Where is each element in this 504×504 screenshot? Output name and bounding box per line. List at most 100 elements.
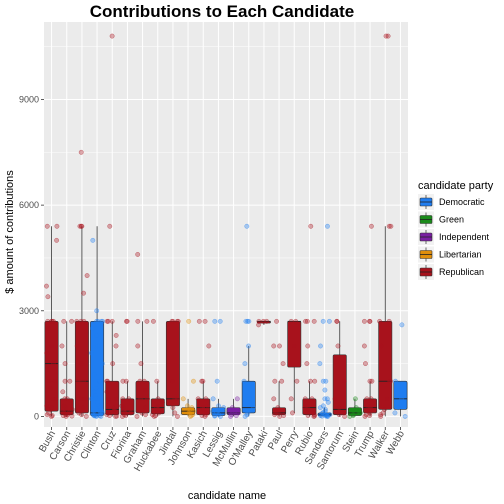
data-point (120, 408, 126, 414)
data-point (210, 408, 216, 414)
legend-title: candidate party (418, 180, 494, 192)
data-point (217, 318, 223, 324)
data-point (334, 318, 340, 324)
data-point (357, 410, 363, 416)
data-point (110, 361, 116, 367)
data-point (303, 403, 309, 409)
data-point (361, 343, 367, 349)
data-point (46, 325, 52, 331)
data-point (367, 378, 373, 384)
data-point (159, 399, 165, 405)
data-point (304, 318, 310, 324)
data-point (170, 405, 176, 411)
data-point (122, 410, 128, 416)
data-point (137, 378, 143, 384)
data-point (199, 378, 205, 384)
data-point (104, 318, 110, 324)
data-point (189, 405, 195, 411)
data-point (305, 413, 311, 419)
data-point (105, 410, 111, 416)
data-point (112, 408, 118, 414)
data-point (144, 318, 150, 324)
box-omalley (241, 380, 256, 414)
data-point (175, 413, 180, 419)
data-point (93, 343, 98, 349)
data-point (83, 413, 89, 419)
data-point (272, 378, 278, 384)
data-point (90, 237, 96, 243)
legend-label: Libertarian (439, 250, 482, 260)
data-point (69, 318, 75, 324)
data-point (229, 405, 235, 411)
data-point (322, 408, 328, 414)
box-graham (135, 380, 150, 414)
data-point (80, 405, 86, 411)
data-point (109, 33, 115, 39)
legend-label: Independent (439, 232, 490, 242)
legend-item-republican: Republican (418, 264, 484, 280)
data-point (128, 410, 134, 416)
data-point (250, 405, 256, 411)
data-point (310, 410, 316, 416)
data-point (336, 412, 342, 418)
data-point (242, 413, 248, 419)
data-point (106, 396, 111, 402)
data-point (320, 378, 326, 384)
data-point (271, 396, 277, 402)
data-point (113, 332, 119, 338)
data-point (114, 413, 120, 419)
data-point (383, 33, 389, 39)
data-point (368, 396, 374, 402)
data-point (95, 318, 101, 324)
data-point (123, 318, 129, 324)
data-point (377, 318, 383, 324)
data-point (169, 378, 175, 384)
data-point (402, 413, 408, 419)
data-point (387, 378, 392, 384)
data-point (46, 410, 52, 416)
data-point (221, 405, 227, 411)
legend-item-independent: Independent (418, 229, 490, 245)
data-point (99, 361, 105, 367)
data-point (318, 343, 323, 349)
data-point (89, 350, 94, 356)
data-point (216, 403, 222, 409)
data-point (302, 396, 308, 402)
data-point (119, 403, 125, 409)
data-point (352, 396, 358, 402)
jitter-points-layer (44, 33, 408, 419)
data-point (212, 413, 218, 419)
data-point (123, 378, 129, 384)
data-point (49, 343, 55, 349)
data-point (59, 343, 65, 349)
data-point (62, 378, 68, 384)
legend-label: Green (439, 215, 464, 225)
data-point (353, 405, 359, 411)
data-point (367, 318, 373, 324)
data-point (205, 403, 211, 409)
legend-item-libertarian: Libertarian (418, 246, 482, 263)
y-tick-label: 6000 (19, 200, 39, 210)
chart-title: Contributions to Each Candidate (90, 2, 354, 21)
y-tick-label: 0 (34, 411, 39, 421)
data-point (135, 343, 141, 349)
data-point (216, 412, 222, 418)
data-point (54, 237, 60, 243)
data-point (335, 343, 341, 349)
data-point (93, 385, 99, 391)
data-point (142, 405, 148, 411)
data-point (379, 343, 384, 349)
data-point (93, 332, 99, 338)
data-point (325, 223, 330, 229)
data-point (356, 408, 361, 414)
data-point (60, 408, 66, 414)
data-point (82, 396, 88, 402)
data-point (256, 322, 261, 328)
data-point (50, 396, 56, 402)
data-point (44, 283, 49, 289)
data-point (326, 318, 332, 324)
data-point (307, 378, 313, 384)
box-huckabee (150, 398, 165, 415)
legend-label: Democratic (439, 197, 485, 207)
data-point (324, 396, 330, 402)
